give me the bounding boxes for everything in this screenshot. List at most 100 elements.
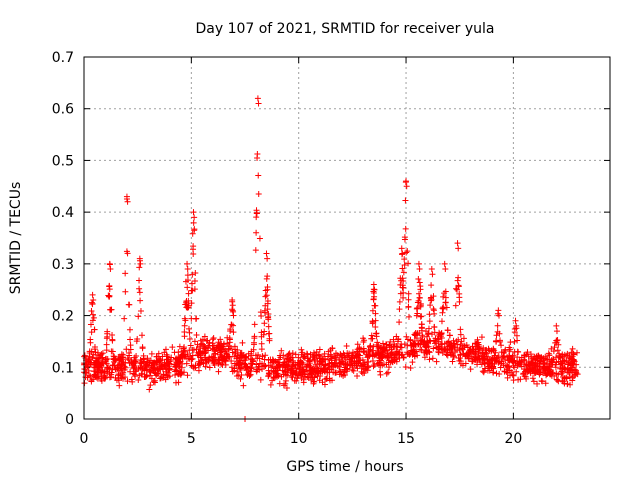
data-point xyxy=(511,338,518,345)
data-point xyxy=(374,339,381,346)
data-point xyxy=(248,348,255,355)
data-point xyxy=(559,377,566,384)
data-point xyxy=(255,351,262,358)
data-point xyxy=(333,369,340,376)
data-point xyxy=(435,336,442,343)
data-point xyxy=(375,352,382,359)
data-point xyxy=(494,322,501,329)
data-point xyxy=(169,344,176,351)
data-point xyxy=(441,290,448,297)
data-point xyxy=(243,366,250,373)
data-point xyxy=(89,317,96,324)
data-point xyxy=(234,368,241,375)
data-point xyxy=(438,329,445,336)
data-point xyxy=(521,357,528,364)
data-point xyxy=(573,361,580,368)
data-point xyxy=(496,371,503,378)
data-point xyxy=(568,349,575,356)
data-point xyxy=(244,372,251,379)
x-axis-label: GPS time / hours xyxy=(286,459,403,475)
data-point xyxy=(250,339,257,346)
data-point xyxy=(344,353,351,360)
data-point xyxy=(254,151,261,158)
data-point xyxy=(511,357,518,364)
data-point xyxy=(88,299,95,306)
data-point xyxy=(312,361,319,368)
data-point xyxy=(105,364,112,371)
data-point xyxy=(133,353,140,359)
data-point xyxy=(150,379,157,386)
data-point xyxy=(546,369,553,376)
data-point xyxy=(206,342,213,349)
data-point xyxy=(403,183,410,190)
data-point xyxy=(536,365,543,372)
data-point xyxy=(300,376,307,383)
data-point xyxy=(188,362,195,369)
data-point xyxy=(87,360,94,367)
data-point xyxy=(88,307,95,314)
data-point xyxy=(297,371,304,378)
data-point xyxy=(531,370,538,377)
data-point xyxy=(402,225,409,232)
data-point xyxy=(164,372,171,379)
data-point xyxy=(506,355,513,362)
data-point xyxy=(399,265,406,272)
data-point xyxy=(400,354,407,361)
data-point xyxy=(189,287,196,294)
data-point xyxy=(370,296,377,303)
data-point xyxy=(191,338,198,345)
data-point xyxy=(471,356,478,363)
data-point xyxy=(90,351,97,358)
data-point xyxy=(262,293,269,300)
data-point xyxy=(264,286,271,293)
data-point xyxy=(327,351,334,358)
data-point xyxy=(118,351,125,358)
data-point xyxy=(455,282,462,289)
data-point xyxy=(565,365,572,372)
data-point xyxy=(283,384,290,391)
data-point xyxy=(321,362,328,369)
data-point xyxy=(124,378,131,385)
data-point xyxy=(136,255,143,262)
data-point xyxy=(336,363,343,370)
data-point xyxy=(104,365,111,372)
data-point xyxy=(253,214,260,221)
data-point xyxy=(219,354,226,361)
data-point xyxy=(81,352,88,359)
data-point xyxy=(542,369,549,376)
data-point xyxy=(560,374,567,381)
data-point xyxy=(103,347,110,354)
data-point xyxy=(98,351,105,358)
data-point xyxy=(380,361,387,368)
data-point xyxy=(455,245,462,252)
data-point xyxy=(410,349,417,356)
data-point xyxy=(131,371,138,378)
data-point xyxy=(373,342,380,349)
data-point xyxy=(265,372,272,379)
data-point xyxy=(524,365,531,372)
data-point xyxy=(448,346,455,353)
data-point xyxy=(573,349,580,356)
data-point xyxy=(127,346,134,353)
data-point xyxy=(542,380,549,387)
data-point xyxy=(190,209,197,216)
y-tick-label: 0.6 xyxy=(52,102,74,118)
data-point xyxy=(151,360,158,367)
data-point xyxy=(317,368,324,375)
data-point xyxy=(405,290,412,297)
data-point xyxy=(143,373,150,380)
data-point xyxy=(495,307,502,314)
data-point xyxy=(384,354,391,361)
data-point xyxy=(466,347,473,354)
data-point xyxy=(263,250,270,257)
data-point xyxy=(555,341,562,348)
data-point xyxy=(281,359,288,366)
data-point xyxy=(529,367,536,374)
data-point xyxy=(354,372,361,379)
data-point xyxy=(370,343,377,350)
data-point xyxy=(337,351,344,358)
data-point xyxy=(418,321,425,328)
data-point xyxy=(115,371,122,378)
data-point xyxy=(385,369,392,376)
data-point xyxy=(390,344,397,350)
